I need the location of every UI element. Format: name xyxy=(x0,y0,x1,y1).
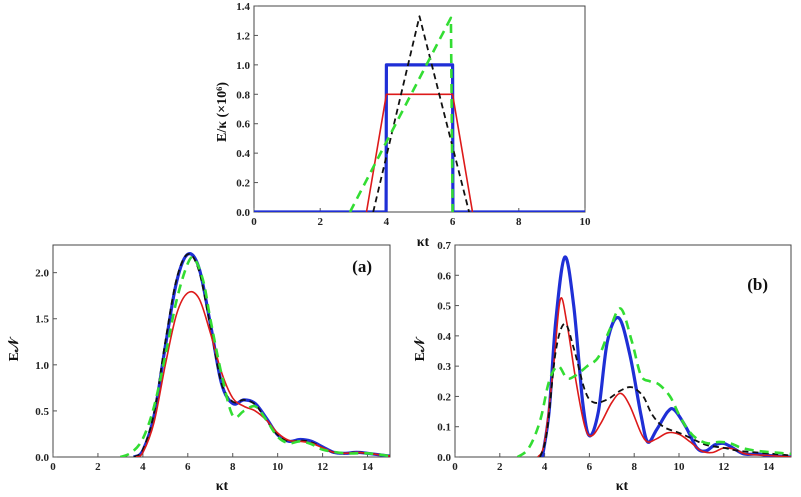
chart-a-xtick-label: 14 xyxy=(362,461,374,473)
chart-a-panel-label: (a) xyxy=(352,257,372,276)
chart-b-ytick-label: 0.5 xyxy=(437,301,451,313)
chart-a-green-dashed-curve xyxy=(119,255,390,457)
chart-a-xtick-label: 10 xyxy=(272,461,284,473)
chart-a-red-curve xyxy=(133,253,390,457)
chart-b-ytick-label: 0.3 xyxy=(437,361,451,373)
top-chart-xtick-label: 8 xyxy=(516,216,522,228)
top-chart-green-dashed-curve xyxy=(348,16,454,212)
chart-b-ytick-label: 0.4 xyxy=(437,331,451,343)
top-chart-ytick-label: 0.4 xyxy=(236,148,250,160)
chart-a-blue-curve xyxy=(132,252,390,457)
top-chart-ytick-label: 1.2 xyxy=(236,30,250,42)
chart-b-xtick-label: 14 xyxy=(763,461,775,473)
chart-b-panel-label: (b) xyxy=(747,275,768,294)
chart-a-frame xyxy=(52,244,391,458)
chart-b-ytick-label: 0.7 xyxy=(437,240,451,252)
chart-b-curves xyxy=(516,255,791,457)
chart-b-ytick-label: 0.6 xyxy=(437,270,451,282)
chart-a-xlabel: κt xyxy=(216,479,229,494)
chart-a-ytick-label: 1.5 xyxy=(35,314,49,326)
top-chart-ytick-label: 0.2 xyxy=(236,178,250,190)
chart-b-ytick-label: 0.1 xyxy=(437,422,451,434)
top-chart-ytick-label: 0.0 xyxy=(236,207,250,219)
chart-a-xtick-label: 2 xyxy=(95,461,101,473)
chart-a-xtick-label: 4 xyxy=(140,461,146,473)
chart-a-ytick-label: 2.0 xyxy=(35,268,49,280)
top-chart-ticks: 0 2 4 6 8 10 0.0 0.2 0.4 0.6 0.8 1.0 1.2 1.4 xyxy=(236,1,591,228)
top-chart-curves xyxy=(254,15,585,212)
top-chart-xtick-label: 4 xyxy=(384,216,390,228)
chart-b-green-dashed-curve xyxy=(516,307,791,457)
chart-b-xtick-label: 6 xyxy=(587,461,593,473)
chart-b-xlabel: κt xyxy=(616,479,629,494)
chart-b-xtick-label: 0 xyxy=(452,461,458,473)
chart-a-xtick-label: 12 xyxy=(317,461,329,473)
top-chart-blue-curve xyxy=(254,63,585,212)
chart-b-black-dashed-curve xyxy=(539,322,791,457)
chart-a-ytick-label: 0.0 xyxy=(35,452,49,464)
chart-a-ticks: 0 2 4 6 8 10 12 14 0.0 0.5 1.0 1.5 2.0 xyxy=(35,268,373,473)
chart-b-xtick-label: 8 xyxy=(631,461,637,473)
top-chart-xlabel: κt xyxy=(417,235,430,250)
chart-a-xtick-label: 8 xyxy=(230,461,236,473)
top-chart-ytick-label: 1.0 xyxy=(236,60,250,72)
chart-b-ylabel: E𝒩 xyxy=(413,336,428,361)
chart-b-entanglement: 0 2 4 6 8 10 12 140.00.10.20.30.40.50.60.7 (b) … xyxy=(413,240,792,494)
top-chart-frame xyxy=(253,5,586,213)
top-chart-ylabel: E/κ (×10⁶) xyxy=(215,82,230,142)
top-chart-red-curve xyxy=(365,93,474,212)
chart-b-xtick-label: 12 xyxy=(718,461,730,473)
chart-a-ytick-label: 1.0 xyxy=(35,360,49,372)
chart-b-ytick-label: 0.2 xyxy=(437,391,451,403)
top-chart-ytick-label: 1.4 xyxy=(236,1,250,13)
top-chart-xtick-label: 2 xyxy=(317,216,323,228)
top-chart-pulse-profiles: 0 2 4 6 8 10 0.0 0.2 0.4 0.6 0.8 1.0 1.2 1.4 E/κ (×10… xyxy=(215,1,591,250)
top-chart-xtick-label: 0 xyxy=(251,216,257,228)
chart-a-entanglement: 0 2 4 6 8 10 12 14 0.0 0.5 1.0 1.5 2.0 (a) E𝒩 κt xyxy=(7,244,391,494)
chart-b-ticks: 0 2 4 6 8 10 12 14 0.0 0.1 0.2 0.3 0.4 0.5 0.6 0.7 xyxy=(437,240,774,473)
chart-b-frame xyxy=(454,244,792,458)
chart-a-curves xyxy=(119,252,390,457)
chart-a-ytick-label: 0.5 xyxy=(35,406,49,418)
chart-a-xtick-label: 0 xyxy=(50,461,56,473)
top-chart-xtick-label: 10 xyxy=(580,216,592,228)
chart-a-xtick-label: 6 xyxy=(185,461,191,473)
chart-b-ytick-label: 0.0 xyxy=(437,452,451,464)
top-chart-xtick-label: 6 xyxy=(450,216,456,228)
chart-b-xtick-label: 2 xyxy=(497,461,503,473)
top-chart-ytick-label: 0.8 xyxy=(236,89,250,101)
top-chart-ytick-label: 0.6 xyxy=(236,119,250,131)
chart-a-ylabel: E𝒩 xyxy=(7,336,22,361)
chart-b-xtick-label: 4 xyxy=(542,461,548,473)
chart-b-xtick-label: 10 xyxy=(674,461,686,473)
